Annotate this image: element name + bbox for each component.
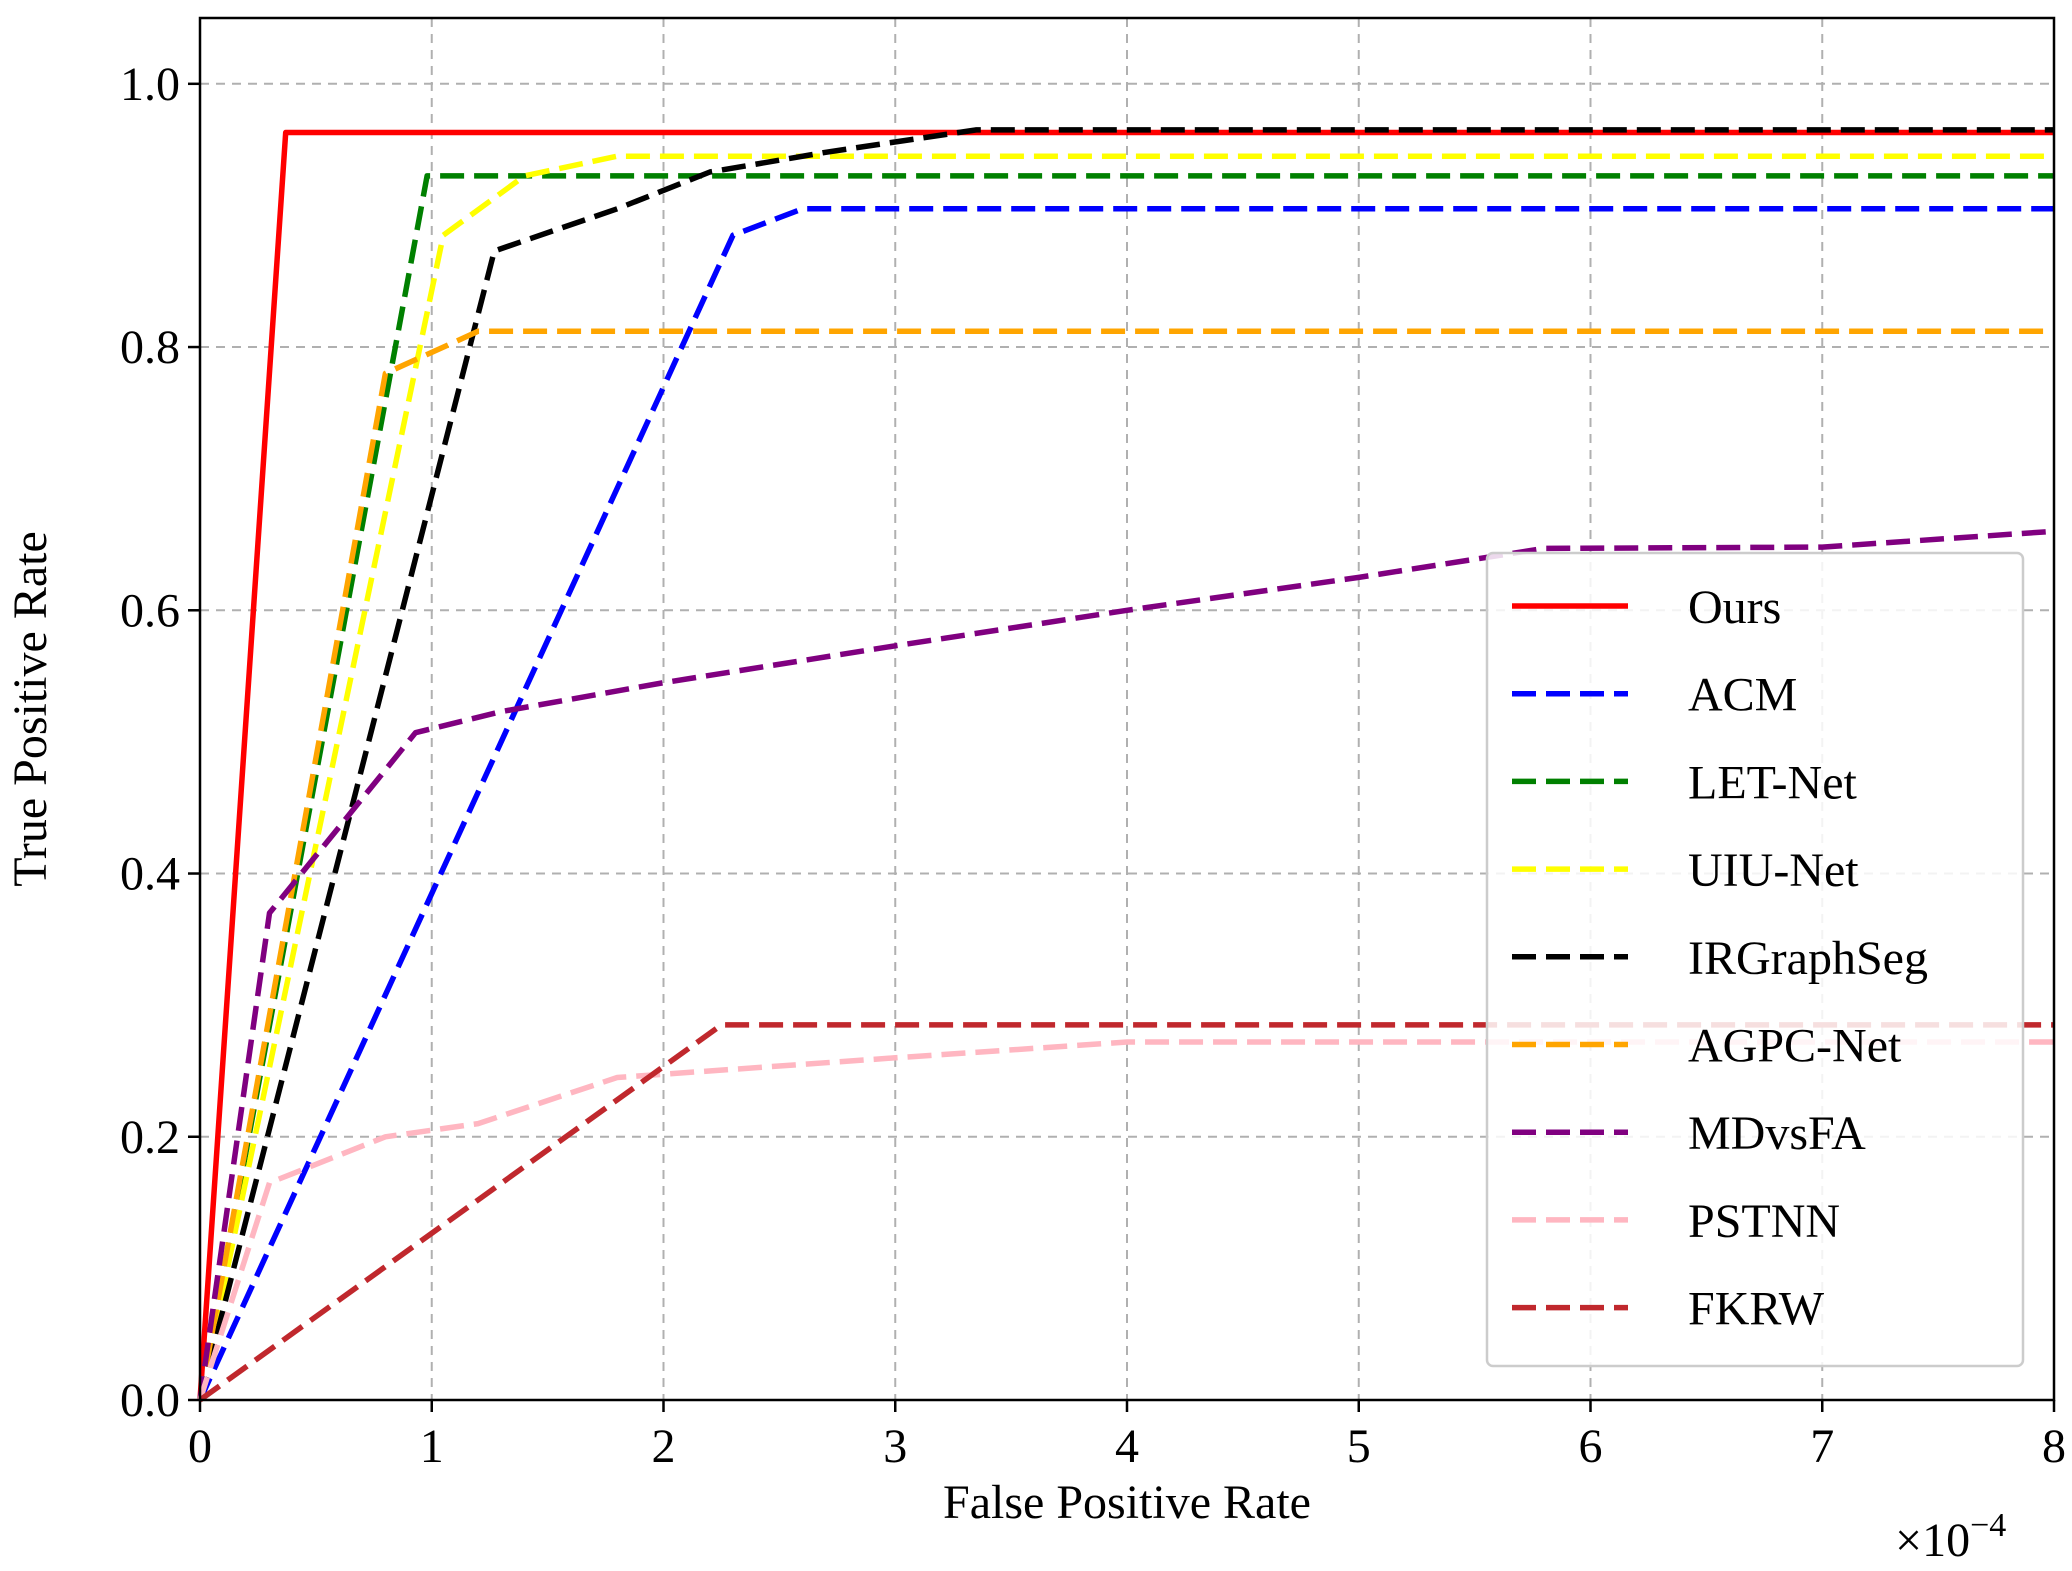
legend-label: MDvsFA	[1688, 1107, 1866, 1160]
y-tick-label: 0.2	[120, 1111, 180, 1164]
legend-label: UIU-Net	[1688, 844, 1859, 897]
series-line-irgraphseg	[197, 127, 2054, 1401]
series-line-pstnn	[197, 1039, 2054, 1401]
legend: Ours ACM LET-Net UIU-Net IRGraphSeg AGPC-Net M…	[1485, 551, 2025, 1368]
x-tick-label: 5	[1347, 1420, 1371, 1473]
axis-ticks: 0 1 2 3 4 5 6 7 8 0.0 0.2 0.4 0.6 0.8 1.0	[120, 58, 2066, 1473]
y-tick-label: 0.6	[120, 584, 180, 637]
y-tick-label: 1.0	[120, 58, 180, 111]
x-scale-base: ×10	[1895, 1514, 1970, 1566]
x-tick-label: 2	[652, 1420, 676, 1473]
y-axis-label: True Positive Rate	[4, 531, 57, 887]
x-tick-label: 4	[1115, 1420, 1139, 1473]
legend-label: LET-Net	[1688, 756, 1858, 809]
x-tick-label: 0	[188, 1420, 212, 1473]
x-tick-label: 8	[2042, 1420, 2066, 1473]
y-tick-label: 0.4	[120, 848, 180, 901]
series-line-mdvsfa	[197, 528, 2055, 1401]
x-axis-label: False Positive Rate	[943, 1476, 1311, 1529]
series-line-ours	[197, 129, 2054, 1401]
x-scale-exponent: −4	[1970, 1507, 2006, 1544]
x-tick-label: 3	[883, 1420, 907, 1473]
legend-label: PSTNN	[1688, 1195, 1840, 1248]
series-line-acm	[197, 206, 2054, 1402]
y-tick-label: 0.8	[120, 321, 180, 374]
legend-label: ACM	[1688, 669, 1797, 722]
legend-label: IRGraphSeg	[1688, 932, 1928, 985]
legend-box	[1485, 551, 2025, 1368]
series-line-uiu-net	[197, 153, 2054, 1401]
series-lines	[197, 127, 2055, 1403]
legend-label: FKRW	[1688, 1283, 1825, 1336]
x-tick-label: 1	[420, 1420, 444, 1473]
legend-label: Ours	[1688, 581, 1781, 634]
x-axis-scale-label: ×10−4	[1895, 1507, 2006, 1566]
x-tick-label: 6	[1579, 1420, 1603, 1473]
x-tick-label: 7	[1810, 1420, 1834, 1473]
legend-label: AGPC-Net	[1688, 1020, 1902, 1073]
y-tick-label: 0.0	[120, 1374, 180, 1427]
